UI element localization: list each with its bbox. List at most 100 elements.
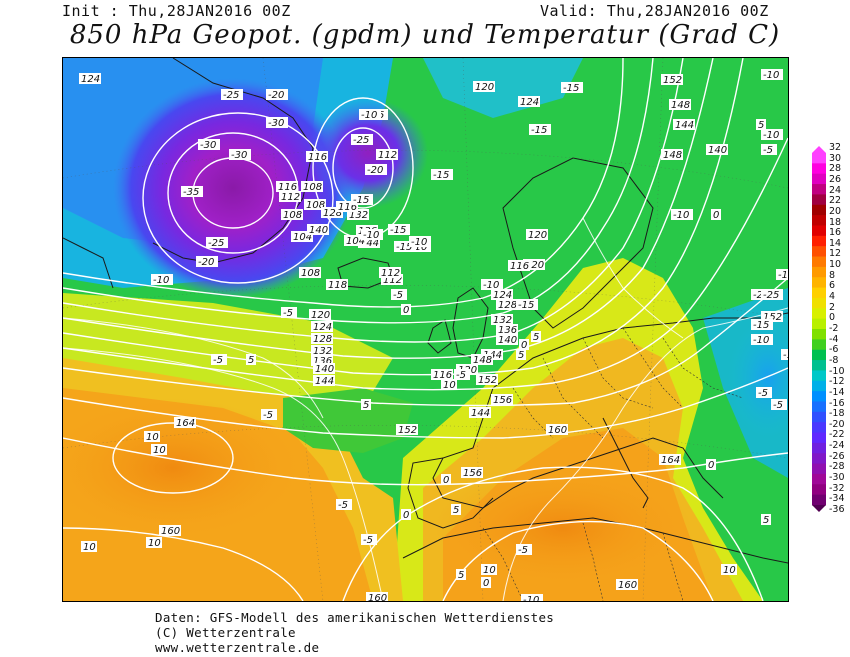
svg-text:-15: -15 — [563, 83, 579, 94]
legend-swatch — [812, 266, 826, 278]
legend-swatch — [812, 173, 826, 185]
temperature-label: -15 — [431, 169, 453, 181]
temperature-label: -25 — [761, 289, 783, 301]
legend-value: 2 — [829, 301, 836, 313]
legend-swatch — [812, 453, 826, 465]
geopotential-label: 164 — [174, 417, 196, 429]
svg-text:-5: -5 — [363, 535, 373, 546]
temperature-label: 10 — [151, 444, 167, 456]
legend-swatch — [812, 297, 826, 309]
geopotential-label: 108 — [301, 181, 323, 193]
svg-text:140: 140 — [498, 335, 517, 346]
svg-text:124: 124 — [493, 290, 512, 301]
svg-text:-15: -15 — [753, 320, 769, 331]
geopotential-label: 152 — [661, 74, 683, 86]
legend-swatch — [812, 463, 826, 475]
geopotential-label: 140 — [307, 224, 329, 236]
temperature-label: -15 — [529, 124, 551, 136]
temperature-label: 10 — [481, 564, 497, 576]
svg-text:-5: -5 — [773, 400, 783, 411]
svg-text:108: 108 — [303, 182, 322, 193]
svg-text:-5: -5 — [763, 145, 773, 156]
geopotential-label: 112 — [379, 267, 401, 279]
geopotential-label: 152 — [476, 374, 498, 386]
legend-swatch — [812, 225, 826, 237]
svg-text:-5: -5 — [758, 388, 768, 399]
svg-text:136: 136 — [313, 356, 332, 367]
geopotential-label: 136 — [496, 324, 518, 336]
svg-text:160: 160 — [548, 425, 567, 436]
svg-text:112: 112 — [281, 192, 300, 203]
geopotential-label: 120 — [309, 309, 331, 321]
svg-text:116: 116 — [510, 261, 529, 272]
geopotential-label: 164 — [659, 454, 681, 466]
svg-text:140: 140 — [708, 145, 727, 156]
legend-swatch — [812, 318, 826, 330]
temperature-label: -35 — [181, 186, 203, 198]
svg-text:116: 116 — [308, 152, 327, 163]
temperature-label: -20 — [266, 89, 288, 101]
geopotential-label: 128 — [311, 333, 333, 345]
svg-text:148: 148 — [671, 100, 690, 111]
temperature-label: -10 — [781, 349, 788, 361]
temperature-label: 10 — [441, 379, 457, 391]
legend-value: -2 — [829, 323, 839, 334]
svg-text:10: 10 — [146, 432, 159, 443]
geopotential-label: 116 — [508, 260, 530, 272]
svg-text:116: 116 — [338, 202, 357, 213]
temperature-label: -5 — [281, 307, 297, 319]
legend-value: -18 — [829, 408, 845, 420]
temperature-label: -5 — [756, 387, 772, 399]
temperature-label: -5 — [516, 544, 532, 556]
svg-text:-15: -15 — [390, 225, 406, 236]
svg-text:0: 0 — [708, 460, 714, 471]
legend-swatch — [812, 339, 826, 351]
legend-swatch — [812, 153, 826, 164]
svg-text:160: 160 — [368, 593, 387, 601]
svg-text:-5: -5 — [393, 290, 403, 301]
temperature-label: 0 — [401, 509, 411, 521]
svg-text:-10: -10 — [483, 280, 499, 291]
temperature-label: -30 — [198, 139, 220, 151]
svg-text:-20: -20 — [367, 165, 383, 176]
temperature-label: 5 — [516, 349, 526, 361]
geopotential-label: 120 — [523, 259, 545, 271]
svg-text:112: 112 — [381, 268, 400, 279]
temperature-label: -5 — [391, 289, 407, 301]
temperature-label: -5 — [761, 144, 777, 156]
svg-text:104: 104 — [293, 232, 312, 243]
valid-time: Valid: Thu,28JAN2016 00Z — [540, 2, 769, 20]
temperature-label: 0 — [519, 339, 529, 351]
svg-text:144: 144 — [471, 408, 490, 419]
map-title: 850 hPa Geopot. (gpdm) und Temperatur (G… — [69, 20, 781, 50]
legend-value: 22 — [829, 195, 842, 207]
legend-swatch — [812, 411, 826, 423]
temperature-label: 5 — [456, 569, 466, 581]
geopotential-label: 108 — [281, 209, 303, 221]
legend-swatch — [812, 329, 826, 340]
temperature-label: 10 — [81, 541, 97, 553]
svg-text:10: 10 — [483, 565, 496, 576]
geopotential-label: 140 — [706, 144, 728, 156]
legend-value: 4 — [829, 291, 836, 303]
legend-value: -22 — [829, 429, 845, 441]
legend-swatch — [812, 308, 826, 320]
svg-text:0: 0 — [521, 340, 527, 351]
svg-text:-10: -10 — [361, 110, 377, 121]
low-pressure-core-iceland — [113, 78, 353, 298]
svg-text:164: 164 — [661, 455, 680, 466]
geopotential-label: 124 — [79, 73, 101, 85]
legend-swatch — [812, 494, 826, 506]
legend-swatch — [812, 380, 826, 392]
geopotential-label: 148 — [669, 99, 691, 111]
legend-value: -8 — [829, 354, 839, 366]
svg-text:-10: -10 — [411, 242, 427, 253]
geopotential-label: 132 — [491, 314, 513, 326]
geopotential-label: 116 — [336, 201, 358, 213]
svg-text:-5: -5 — [338, 500, 348, 511]
svg-text:152: 152 — [478, 375, 497, 386]
temperature-label: -10 — [521, 594, 543, 601]
legend-value: -28 — [829, 461, 845, 473]
legend-swatch — [812, 484, 826, 496]
isoline-labels: 1241161121081041081201241281321361401441… — [79, 69, 788, 601]
